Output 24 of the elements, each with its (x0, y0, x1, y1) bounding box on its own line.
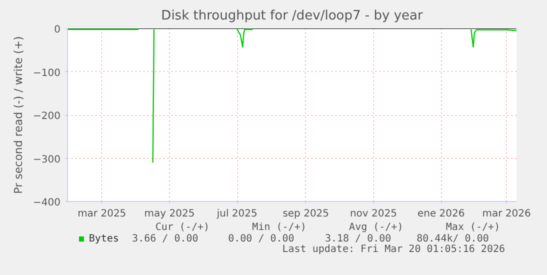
y-tick-label: −200 (33, 111, 61, 122)
y-tick-label: 0 (54, 24, 61, 36)
text: 0.00 / 0.00 (228, 234, 294, 245)
text: 3.66 / 0.00 (132, 234, 198, 245)
x-tick-label: jul 2025 (216, 208, 258, 220)
y-tick-label: −100 (33, 68, 61, 79)
text: Avg (-/+) (349, 222, 404, 234)
y-tick-label: −400 (33, 198, 61, 208)
text: 80.44k/ 0.00 (416, 234, 489, 245)
x-tick-label: nov 2025 (350, 208, 397, 220)
text: Max (-/+) (446, 222, 500, 234)
text: Min (-/+) (252, 222, 306, 234)
text: Cur (-/+) (155, 222, 210, 234)
x-tick-label: mar 2026 (482, 208, 531, 220)
y-tick-label: −300 (33, 154, 61, 166)
text: Last update: Fri Mar 20 01:05:16 2026 (282, 244, 506, 255)
legend-label: Bytes (88, 234, 119, 245)
x-tick-label: may 2025 (144, 208, 195, 220)
text: 3.18 / 0.00 (324, 234, 392, 245)
chart-title: Disk throughput for /dev/loop7 - by year (161, 8, 424, 24)
x-tick-label: sep 2025 (282, 208, 330, 220)
x-tick-label: ene 2026 (417, 208, 465, 220)
x-tick-label: mar 2025 (78, 208, 126, 220)
y-axis-title: Pr second read (-) / write (+) (12, 36, 26, 194)
